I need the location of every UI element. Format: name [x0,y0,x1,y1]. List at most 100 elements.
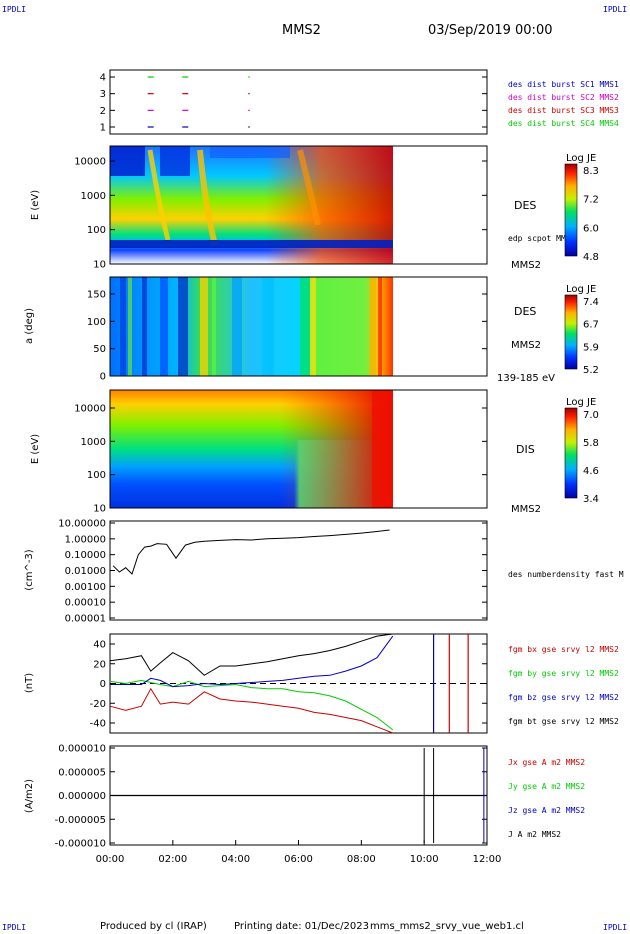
density-ylabel: (cm^-3) [24,549,35,590]
colorbar-ticks: 7.4 6.7 5.9 5.2 [583,297,599,376]
y-tick-label: 0.000010 [58,744,106,755]
colorbar-gradient [564,407,578,499]
dis-energy-colorbar: Log JE 7.0 5.8 4.6 3.4 [564,397,599,505]
des-energy-stripe [160,146,190,176]
colorbar-tick-label: 4.8 [583,252,599,263]
des-pitch-stripes [120,277,382,376]
y-tick-label: 3 [100,89,106,100]
current-ylabel: (A/m2) [24,779,35,813]
des-energy-spacecraft-label: MMS2 [511,260,541,271]
pitch-stripe [262,277,274,376]
y-tick-label: 0.10000 [65,550,106,561]
y-tick-label: 2 [100,106,106,117]
y-tick-label: 0.000005 [58,767,106,778]
panel-des-pitch: 150 100 50 0 a (deg) DES MMS2 139-185 eV Lo… [24,276,599,384]
availability-legend: des dist burst SC1 MMS1 des dist burst SC… [508,80,619,128]
dis-energy-hot-region [110,390,393,508]
corner-label-top-left: IPDLI [2,5,26,14]
y-tick-label: 0 [100,679,106,690]
des-energy-arc [197,149,218,246]
pitch-stripe [300,277,310,376]
current-legend-item: Jz gse A m2 MMS2 [508,806,585,815]
footer-file: mms_mms2_srvy_vue_web1.cl [370,921,524,932]
current-legend-item: Jy gse A m2 MMS2 [508,782,585,791]
current-y-ticks: 0.000010 0.000005 0.000000 -0.000005 -0.0000… [55,744,487,850]
pitch-stripe [370,277,376,376]
y-tick-label: 0.00001 [65,614,106,625]
colorbar-gradient [564,163,578,257]
panel-des-pitch-frame [109,276,488,377]
colorbar-tick-label: 3.4 [583,494,599,505]
colorbar-tick-label: 6.0 [583,223,599,234]
panel-des-energy-frame [109,145,488,265]
y-tick-label: 1000 [81,437,106,448]
time-tick-label: 02:00 [158,854,187,865]
colorbar-tick-label: 4.6 [583,466,599,477]
dis-energy-y-ticks: 10000 1000 100 10 [74,404,487,515]
des-pitch-colorbar: Log JE 7.4 6.7 5.9 5.2 [564,284,599,376]
magnetic-legend-item: fgm bz gse srvy l2 MMS2 [508,693,619,702]
corner-label-bottom-right: IPDLI [603,923,627,932]
des-pitch-spacecraft-label: MMS2 [511,340,541,351]
panel-magnetic: 40 20 0 -20 -40 (nT) fgm bx gse srvy l2 MMS2… [24,633,619,734]
y-tick-label: 1 [100,123,106,134]
colorbar-tick-label: 5.8 [583,438,599,449]
colorbar-tick-label: 5.9 [583,342,599,353]
des-pitch-energy-range: 139-185 eV [497,373,555,384]
current-legend-item: J A m2 MMS2 [508,830,561,839]
availability-legend-item: des dist burst SC2 MMS2 [508,93,619,102]
colorbar-ticks: 8.3 7.2 6.0 4.8 [583,166,599,263]
y-tick-label: 10 [93,504,106,515]
magnetic-ylabel: (nT) [24,673,35,693]
des-energy-stripe [110,146,145,176]
magnetic-legend-item: fgm bx gse srvy l2 MMS2 [508,645,619,654]
y-tick-label: 0.00100 [65,582,106,593]
y-tick-label: 4 [100,73,106,84]
availability-y-ticks: 4 3 2 1 [100,73,487,134]
des-energy-overlay-label: edp scpot MMS2 [508,234,576,243]
y-tick-label: 150 [87,290,106,301]
y-tick-label: 100 [87,225,106,236]
header-spacecraft: MMS2 [282,23,321,38]
corner-label-top-right: IPDLI [603,5,627,14]
panel-dis-energy: 10000 1000 100 10 E (eV) DIS MMS2 Log JE 7.… [30,389,599,515]
colorbar-gradient [564,294,578,370]
y-tick-label: 10.00000 [58,519,106,530]
density-legend: des numberdensity fast M [508,570,624,579]
des-pitch-ylabel: a (deg) [24,308,35,344]
y-tick-label: -0.000005 [55,815,106,826]
pitch-stripe [120,277,126,376]
des-energy-scpot-band [110,240,393,248]
colorbar-tick-label: 5.2 [583,365,599,376]
pitch-stripe [310,277,316,376]
current-spikes [423,748,488,843]
des-energy-ylabel: E (eV) [30,190,41,220]
y-tick-label: 10 [93,260,106,271]
y-tick-label: 0.01000 [65,566,106,577]
dis-energy-instrument-label: DIS [516,443,535,456]
y-tick-label: 100 [87,317,106,328]
colorbar-tick-label: 8.3 [583,166,599,177]
corner-label-bottom-left: IPDLI [2,923,26,932]
y-tick-label: 50 [93,344,106,355]
colorbar-ticks: 7.0 5.8 4.6 3.4 [583,410,599,505]
footer-produced: Produced by cl (IRAP) [100,921,207,932]
magnetic-series-by [109,679,394,731]
density-line [112,529,390,575]
panel-current: 0.000010 0.000005 0.000000 -0.000005 -0.0000… [24,744,585,850]
colorbar-tick-label: 7.0 [583,410,599,421]
y-tick-label: 100 [87,470,106,481]
time-tick-label: 08:00 [347,854,376,865]
dis-energy-spacecraft-label: MMS2 [511,504,541,515]
y-tick-label: -0.000010 [55,839,106,850]
magnetic-lines [109,633,469,734]
time-axis: 00:00 02:00 04:00 06:00 08:00 10:00 12:00 [96,840,501,865]
time-tick-label: 00:00 [96,854,125,865]
des-energy-arc [147,149,171,241]
time-tick-label: 04:00 [221,854,250,865]
magnetic-series-bx [109,687,393,734]
pitch-stripe [178,277,188,376]
availability-legend-item: des dist burst SC1 MMS1 [508,80,619,89]
colorbar-tick-label: 7.2 [583,195,599,206]
